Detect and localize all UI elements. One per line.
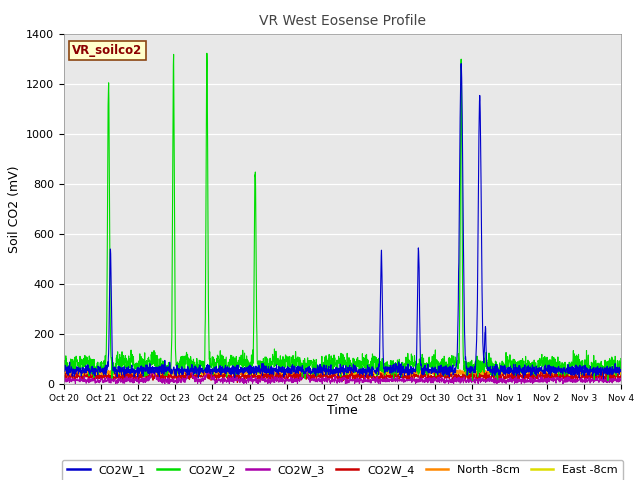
CO2W_4 xyxy=(617,372,625,378)
North -8cm xyxy=(505,370,513,375)
CO2W_1 xyxy=(617,369,625,374)
CO2W_1 xyxy=(568,368,575,373)
East -8cm xyxy=(617,371,625,377)
North -8cm xyxy=(371,369,379,374)
CO2W_2 xyxy=(371,358,379,363)
Line: CO2W_3: CO2W_3 xyxy=(64,369,621,384)
North -8cm xyxy=(568,368,576,374)
East -8cm xyxy=(359,371,367,376)
Line: CO2W_4: CO2W_4 xyxy=(64,371,621,383)
Title: VR West Eosense Profile: VR West Eosense Profile xyxy=(259,14,426,28)
East -8cm xyxy=(415,367,422,372)
CO2W_2 xyxy=(216,364,223,370)
Line: CO2W_2: CO2W_2 xyxy=(64,53,621,381)
CO2W_1 xyxy=(600,376,607,382)
East -8cm xyxy=(371,371,379,376)
East -8cm xyxy=(568,372,576,378)
North -8cm xyxy=(584,368,591,373)
CO2W_3 xyxy=(505,379,513,385)
East -8cm xyxy=(216,369,223,375)
CO2W_2 xyxy=(568,361,575,367)
CO2W_4 xyxy=(568,372,576,378)
CO2W_2 xyxy=(617,356,625,361)
X-axis label: Time: Time xyxy=(327,404,358,417)
CO2W_3 xyxy=(216,378,223,384)
East -8cm xyxy=(148,373,156,379)
CO2W_2 xyxy=(604,378,612,384)
CO2W_4 xyxy=(436,368,444,374)
Text: VR_soilco2: VR_soilco2 xyxy=(72,44,143,57)
Y-axis label: Soil CO2 (mV): Soil CO2 (mV) xyxy=(8,165,20,252)
CO2W_1 xyxy=(504,364,512,370)
East -8cm xyxy=(584,372,591,377)
CO2W_3 xyxy=(617,375,625,381)
East -8cm xyxy=(60,372,68,378)
CO2W_2 xyxy=(203,50,211,56)
CO2W_3 xyxy=(371,379,379,385)
CO2W_1 xyxy=(60,368,68,373)
CO2W_1 xyxy=(584,366,591,372)
Line: CO2W_1: CO2W_1 xyxy=(64,64,621,379)
CO2W_3 xyxy=(149,366,157,372)
Line: North -8cm: North -8cm xyxy=(64,368,621,376)
CO2W_1 xyxy=(371,369,378,375)
CO2W_3 xyxy=(568,376,576,382)
North -8cm xyxy=(143,365,151,371)
North -8cm xyxy=(617,370,625,375)
Legend: CO2W_1, CO2W_2, CO2W_3, CO2W_4, North -8cm, East -8cm: CO2W_1, CO2W_2, CO2W_3, CO2W_4, North -8… xyxy=(62,460,623,480)
North -8cm xyxy=(216,368,223,373)
CO2W_4 xyxy=(60,373,68,379)
CO2W_4 xyxy=(234,380,241,385)
North -8cm xyxy=(359,370,367,376)
CO2W_1 xyxy=(216,369,223,374)
CO2W_4 xyxy=(216,372,223,378)
East -8cm xyxy=(505,370,513,376)
North -8cm xyxy=(60,369,68,375)
CO2W_1 xyxy=(458,61,465,67)
CO2W_3 xyxy=(72,381,79,387)
CO2W_2 xyxy=(359,360,367,366)
CO2W_2 xyxy=(504,364,512,370)
CO2W_2 xyxy=(60,358,68,364)
CO2W_3 xyxy=(359,377,367,383)
CO2W_1 xyxy=(358,366,366,372)
North -8cm xyxy=(319,373,327,379)
CO2W_4 xyxy=(359,374,367,380)
CO2W_4 xyxy=(584,372,591,378)
CO2W_2 xyxy=(584,361,591,367)
Line: East -8cm: East -8cm xyxy=(64,370,621,376)
CO2W_4 xyxy=(505,374,513,380)
CO2W_3 xyxy=(584,379,591,384)
CO2W_3 xyxy=(60,378,68,384)
CO2W_4 xyxy=(371,374,379,380)
